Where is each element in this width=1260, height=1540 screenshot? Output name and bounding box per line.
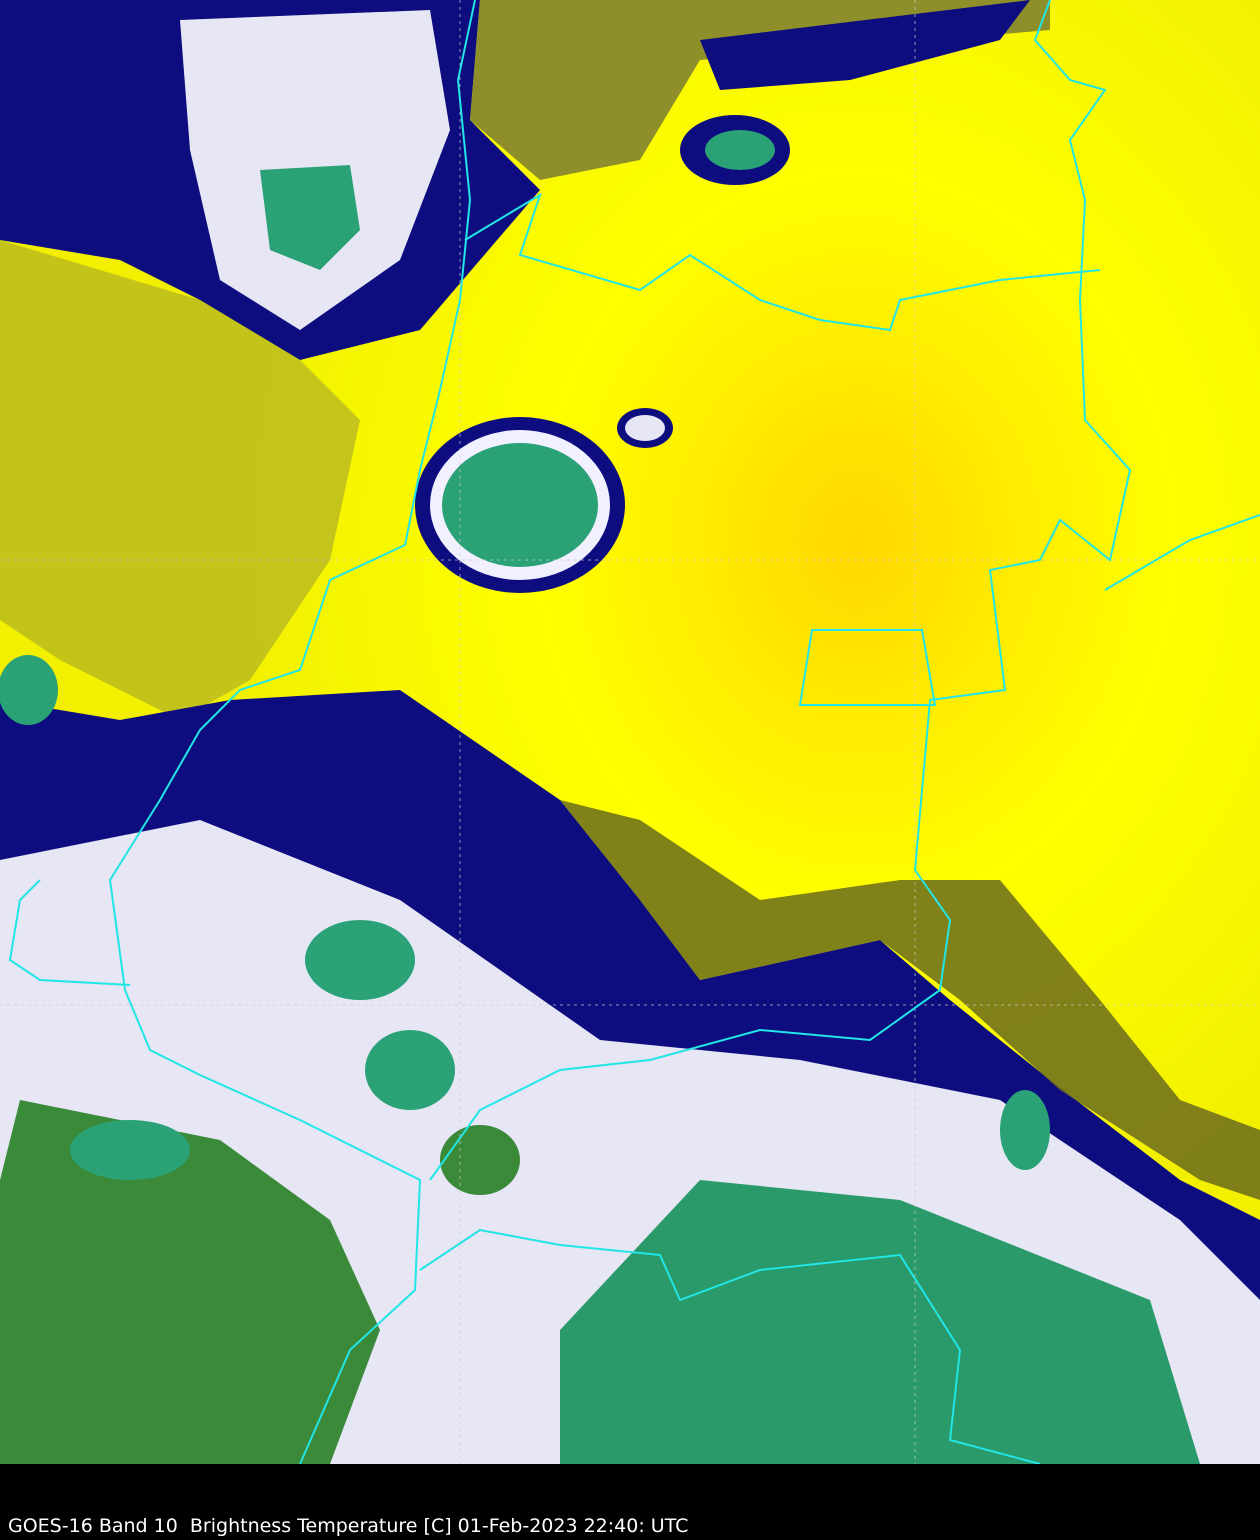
olive-fringe-south: [560, 800, 1260, 1200]
image-caption: GOES-16 Band 10 Brightness Temperature […: [8, 1515, 689, 1537]
cloud-core-south-4: [440, 1125, 520, 1195]
satellite-imagery: [0, 0, 1260, 1464]
cloud-green-southcentral: [560, 1180, 1200, 1464]
cloud-small-top-core: [705, 130, 775, 170]
olive-band-west: [0, 240, 360, 720]
cloud-core-south-3: [70, 1120, 190, 1180]
cloud-core-east: [1000, 1090, 1050, 1170]
cloud-core-northwest: [260, 165, 360, 270]
storm-cell-small-core: [625, 415, 665, 441]
cloud-core-south-2: [305, 920, 415, 1000]
cloud-core-south-1: [365, 1030, 455, 1110]
political-borders: [8, 0, 1260, 1464]
cloud-core-west: [0, 655, 58, 725]
cloud-green-southwest: [0, 1100, 380, 1464]
cloud-olive-top: [470, 0, 1050, 180]
cloud-top-strip: [700, 0, 1030, 90]
storm-cell-core: [442, 443, 598, 567]
lat-lon-grid: [0, 0, 1260, 1464]
